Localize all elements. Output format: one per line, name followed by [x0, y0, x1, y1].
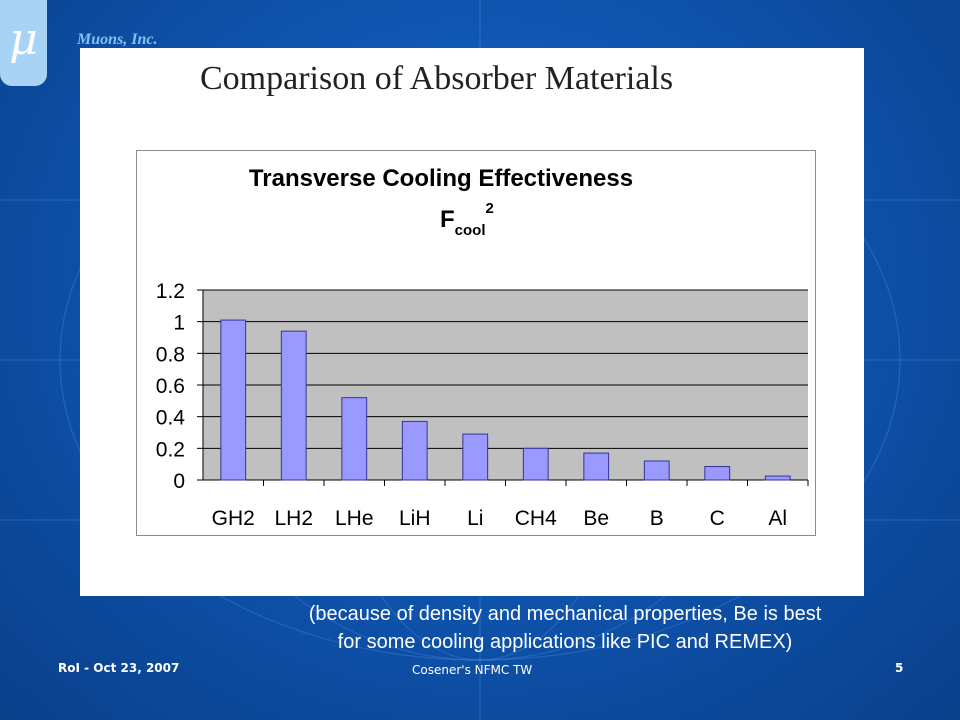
bar-c [704, 466, 731, 481]
y-tick-label: 0.2 [156, 438, 185, 461]
caption-line-1: (because of density and mechanical prope… [308, 603, 822, 625]
bar-b [643, 460, 670, 481]
bar-lh2 [280, 330, 307, 481]
x-tick-label: Al [768, 507, 787, 530]
x-tick-label: CH4 [515, 507, 557, 530]
bar-lhe [341, 397, 368, 481]
footer-event: Cosener's NFMC TW [412, 663, 533, 677]
y-tick-label: 0.8 [156, 343, 185, 366]
bar-ch4 [522, 447, 549, 481]
subtitle-subscript: cool [454, 222, 486, 239]
bar-li [462, 433, 489, 481]
bar-lih [401, 420, 428, 481]
bar-al [764, 475, 791, 481]
slide-caption: (because of density and mechanical prope… [230, 600, 900, 656]
subtitle-superscript: 2 [485, 200, 494, 217]
x-tick-label: Be [583, 507, 609, 530]
y-tick-label: 1 [173, 312, 185, 335]
x-tick-label: GH2 [212, 507, 255, 530]
y-tick-label: 1.2 [156, 280, 185, 303]
x-tick-label: LHe [335, 507, 374, 530]
slide-title: Comparison of Absorber Materials [200, 60, 674, 97]
chart-subtitle: Fcool 2 [440, 200, 494, 239]
caption-line-2: for some cooling applications like PIC a… [337, 631, 793, 653]
bar-be [583, 452, 610, 481]
x-tick-label: Li [467, 507, 483, 530]
company-name: Muons, Inc. [77, 31, 158, 48]
x-tick-label: B [650, 507, 664, 530]
muons-logo: μ [0, 0, 47, 86]
subtitle-base: F [440, 206, 455, 233]
x-tick-label: LiH [399, 507, 431, 530]
y-tick-label: 0.4 [156, 407, 186, 430]
chart-title: Transverse Cooling Effectiveness [248, 165, 634, 192]
page-number: 5 [895, 661, 904, 675]
y-tick-label: 0 [173, 470, 185, 493]
x-tick-label: C [710, 507, 725, 530]
x-tick-label: LH2 [274, 507, 313, 530]
footer-date: RoI - Oct 23, 2007 [58, 661, 180, 675]
bar-gh2 [220, 319, 247, 481]
y-tick-label: 0.6 [156, 375, 185, 398]
mu-logo-glyph: μ [9, 14, 38, 65]
